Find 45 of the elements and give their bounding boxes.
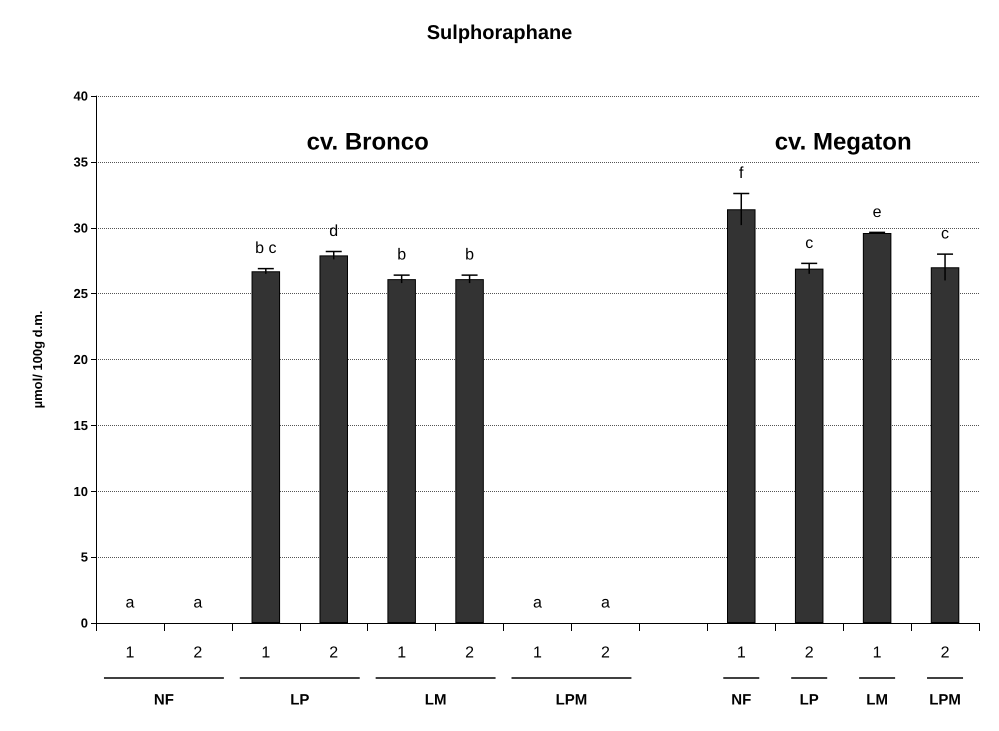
data-label: b xyxy=(465,246,474,264)
annotation: cv. Megaton xyxy=(774,128,912,156)
y-axis-title: µmol/ 100g d.m. xyxy=(30,310,45,408)
data-label: d xyxy=(329,222,338,240)
y-tick-label: 5 xyxy=(80,550,88,565)
text: LP xyxy=(290,692,310,708)
data-label: b xyxy=(397,246,406,264)
data-label: e xyxy=(872,204,882,221)
data-label: a xyxy=(126,594,135,612)
data-label: a xyxy=(600,594,610,612)
y-tick-label: 10 xyxy=(74,484,88,499)
x-tick-label: 1 xyxy=(397,644,406,662)
data-label: b c xyxy=(255,240,276,258)
x-tick-label: 2 xyxy=(600,644,610,662)
chart-title: Sulphoraphane xyxy=(426,22,572,44)
x-tick-label: 1 xyxy=(261,644,270,662)
annotation: cv. Bronco xyxy=(306,128,429,156)
y-tick-label: 35 xyxy=(74,154,88,170)
y-tick-label: 30 xyxy=(74,220,88,236)
data-label: a xyxy=(533,594,542,612)
text: LPM xyxy=(929,692,961,708)
x-tick-label: 2 xyxy=(193,644,202,662)
text: NF xyxy=(154,692,174,708)
y-tick-label: 20 xyxy=(74,352,88,367)
text: NF xyxy=(731,692,752,708)
x-tick-label: 2 xyxy=(804,644,814,662)
data-label: a xyxy=(193,594,202,612)
text: LP xyxy=(800,692,819,708)
text: LM xyxy=(424,692,446,708)
y-tick-label: 15 xyxy=(74,418,88,433)
x-tick-label: 2 xyxy=(940,644,950,662)
text: LM xyxy=(866,692,888,708)
x-tick-label: 1 xyxy=(736,644,746,662)
x-tick-label: 2 xyxy=(465,644,474,662)
x-tick-label: 1 xyxy=(533,644,542,662)
x-tick-label: 2 xyxy=(329,644,338,662)
y-tick-label: 40 xyxy=(74,88,88,104)
data-label: c xyxy=(941,226,950,243)
data-label: c xyxy=(805,234,814,252)
text: LPM xyxy=(556,692,588,708)
x-tick-label: 1 xyxy=(126,644,135,662)
y-tick-label: 0 xyxy=(80,616,88,630)
y-tick-label: 25 xyxy=(74,286,88,302)
data-label: f xyxy=(739,164,744,182)
x-tick-label: 1 xyxy=(872,644,882,662)
